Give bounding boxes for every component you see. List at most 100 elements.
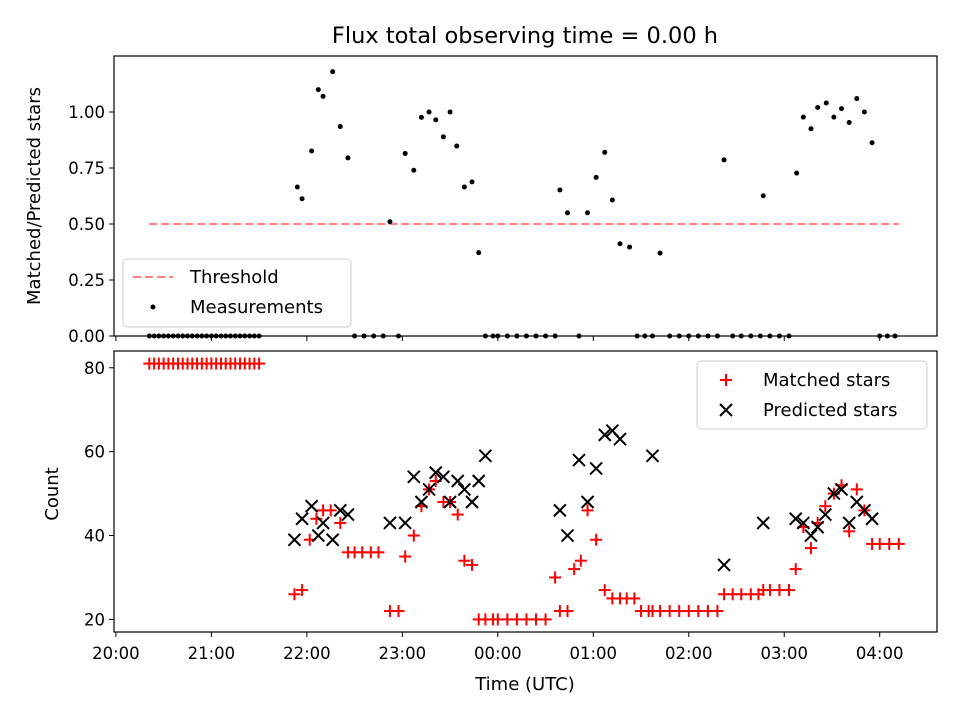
predicted-star-point [580, 495, 595, 509]
measurement-point [815, 105, 821, 111]
matched-star-point [407, 529, 420, 542]
measurement-point [461, 184, 467, 190]
bottom-legend: Matched stars Predicted stars [696, 360, 928, 430]
matched-legend-label: Matched stars [763, 370, 890, 391]
x-tick-label: 01:00 [570, 644, 618, 663]
matched-star-point [568, 563, 581, 576]
matched-star-point [310, 512, 323, 525]
top-axes-frame [113, 55, 938, 337]
threshold-legend-label: Threshold [189, 267, 279, 288]
predicted-star-point [810, 520, 825, 534]
predicted-star-point [472, 474, 486, 488]
predicted-star-point [553, 503, 567, 518]
matched-star-point [539, 613, 552, 626]
matched-star-point [392, 605, 405, 618]
matched-star-point [819, 500, 832, 513]
measurement-point [315, 87, 321, 93]
matched-star-point [549, 571, 562, 584]
x-tick-label: 22:00 [283, 644, 331, 663]
predicted-star-point [560, 528, 575, 543]
predicted-star-point [827, 486, 841, 501]
top-y-tick-label: 1.00 [68, 103, 105, 122]
predicted-star-point [304, 499, 319, 513]
measurement-point [433, 117, 439, 123]
top-legend: Threshold Measurements [122, 258, 352, 328]
predicted-star-point [865, 512, 879, 526]
matched-star-point [451, 508, 464, 521]
x-tick-label: 00:00 [474, 644, 522, 663]
measurement-point [808, 126, 814, 132]
top-y-tick-label: 0.00 [68, 327, 105, 346]
measurement-point [299, 196, 305, 202]
matched-star-point [296, 584, 309, 597]
predicted-star-point [325, 533, 340, 547]
predicted-star-point [465, 495, 479, 509]
top-x-ticks [115, 336, 881, 341]
x-tick-label: 20:00 [92, 644, 140, 663]
predicted-star-point [645, 449, 660, 463]
measurement-point [854, 96, 860, 102]
measurement-point [294, 184, 300, 190]
predicted-star-point [572, 453, 586, 467]
top-y-tick-label: 0.50 [68, 215, 105, 234]
measurement-point [411, 167, 417, 173]
measurement-point [800, 114, 806, 120]
bottom-x-ticks: 20:00 21:00 22:00 23:00 00:00 01:00 02:00 03:00… [92, 632, 903, 663]
measurement-point [657, 250, 663, 256]
measurement-point [839, 106, 845, 112]
matched-star-point [334, 516, 347, 529]
measurement-point [585, 210, 591, 216]
predicted-star-point [407, 470, 421, 484]
measurement-point [330, 69, 336, 75]
predicted-star-point [756, 516, 770, 530]
measurement-point [721, 157, 727, 163]
measurement-point [387, 219, 393, 225]
top-y-axis-label: Matched/Predicted stars [24, 87, 45, 305]
measurement-point [454, 143, 460, 149]
measurements-legend-swatch [150, 304, 156, 310]
top-y-ticks: 0.00 0.25 0.50 0.75 1.00 [68, 103, 114, 346]
x-tick-label: 04:00 [856, 644, 904, 663]
measurement-point [345, 155, 351, 161]
measurement-point [320, 93, 326, 99]
matched-star-point [850, 483, 863, 496]
predicted-star-point [429, 465, 443, 480]
measurement-point [602, 149, 608, 155]
x-axis-label: Time (UTC) [474, 674, 575, 695]
predicted-star-point [478, 449, 493, 463]
predicted-star-point [443, 495, 457, 509]
x-tick-label: 03:00 [760, 644, 808, 663]
matched-star-point [711, 605, 724, 618]
measurement-point [469, 179, 475, 185]
measurement-point [447, 109, 453, 115]
predicted-legend-swatch [719, 403, 733, 417]
predicted-star-point [804, 528, 818, 543]
predicted-star-point [818, 507, 833, 522]
measurement-point [617, 241, 623, 247]
measurement-point [609, 197, 615, 203]
predicted-star-point [589, 461, 603, 476]
chart-title: Flux total observing time = 0.00 h [332, 23, 718, 49]
matched-star-point [574, 554, 587, 567]
measurement-point [627, 244, 633, 250]
matched-star-point [324, 504, 337, 517]
predicted-star-point [311, 528, 326, 543]
measurements-legend-label: Measurements [190, 297, 323, 318]
predicted-star-point [287, 533, 302, 547]
bottom-y-tick-label: 20 [84, 610, 105, 629]
measurement-point [337, 124, 343, 130]
top-y-tick-label: 0.75 [68, 159, 105, 178]
measurement-point [861, 109, 867, 115]
matched-star-point [466, 558, 479, 571]
bottom-y-ticks: 20 40 60 80 [84, 359, 114, 629]
predicted-star-point [341, 507, 355, 522]
measurement-point [760, 193, 766, 199]
predicted-star-point [598, 428, 612, 442]
predicted-star-point [842, 516, 856, 530]
matched-star-point [561, 605, 574, 618]
measurement-point [794, 170, 800, 176]
matched-star-point [590, 533, 603, 546]
predicted-star-point [613, 432, 627, 446]
